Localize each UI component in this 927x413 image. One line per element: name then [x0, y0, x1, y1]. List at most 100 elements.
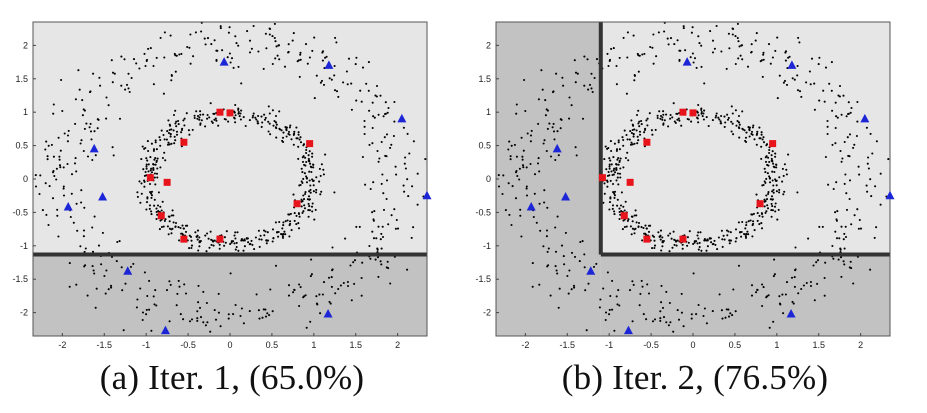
data-point [842, 94, 845, 97]
data-point [607, 64, 610, 68]
data-point [710, 241, 713, 244]
data-point [205, 250, 208, 253]
data-point [766, 207, 770, 210]
data-point [515, 112, 518, 115]
data-point [737, 57, 740, 60]
data-point [208, 246, 211, 249]
data-point [865, 184, 868, 187]
data-point [701, 115, 704, 118]
data-point [850, 267, 853, 270]
data-point [690, 317, 693, 320]
data-point [96, 118, 99, 121]
data-point [755, 193, 758, 196]
data-point [177, 226, 180, 229]
data-point [98, 76, 101, 79]
y-tick-label: 1 [486, 107, 491, 117]
data-point [730, 105, 733, 108]
data-point [371, 142, 374, 145]
square-point [769, 140, 777, 148]
data-point [591, 90, 594, 94]
data-point [843, 182, 846, 185]
data-point [402, 184, 405, 187]
data-point [782, 193, 785, 196]
data-point [564, 231, 567, 234]
data-point [177, 279, 180, 282]
data-point [196, 114, 200, 118]
data-point [159, 166, 162, 169]
data-point [55, 167, 58, 170]
data-point [838, 95, 841, 98]
data-point [627, 218, 630, 221]
data-point [80, 201, 83, 204]
data-point [214, 318, 218, 321]
data-point [318, 167, 321, 170]
data-point [79, 142, 82, 145]
data-point [103, 274, 106, 278]
triangle-point [397, 113, 407, 123]
data-point [406, 132, 409, 135]
data-point [760, 145, 763, 148]
data-point [304, 192, 307, 196]
data-point [169, 283, 172, 286]
data-point [173, 142, 176, 145]
data-point [844, 225, 847, 228]
data-point [380, 182, 383, 185]
data-point [254, 236, 257, 239]
data-point [778, 188, 781, 191]
data-point [624, 200, 627, 203]
data-point [361, 66, 365, 69]
data-point [686, 236, 689, 239]
data-point [631, 320, 634, 323]
data-point [167, 119, 170, 122]
data-point [606, 271, 609, 274]
data-point [152, 167, 155, 170]
data-point [713, 47, 716, 50]
data-point [752, 124, 755, 127]
data-point [615, 179, 618, 182]
data-point [741, 110, 744, 113]
data-point [834, 142, 837, 145]
data-point [739, 54, 742, 57]
data-point [680, 292, 683, 295]
data-point [188, 320, 192, 323]
data-point [555, 269, 558, 272]
data-point [765, 177, 768, 180]
data-point [602, 201, 605, 204]
data-point [217, 311, 220, 314]
data-point [215, 49, 218, 52]
data-point [312, 163, 315, 166]
data-point [243, 245, 246, 248]
data-point [750, 294, 754, 297]
data-point [676, 239, 679, 242]
data-point [602, 287, 605, 290]
panel-iter-1: -2 -1.5 -1 -0.5 0 0.5 1 1.5 2 2 1.5 1 0.5 0 -0.5 -1 -1.5… [12, 21, 432, 397]
data-point [693, 240, 696, 243]
data-point [858, 218, 861, 222]
data-point [605, 168, 608, 171]
data-point [765, 155, 768, 158]
data-point [673, 43, 676, 46]
data-point [518, 167, 521, 170]
data-point [380, 247, 383, 250]
data-point [522, 149, 525, 152]
data-point [229, 242, 232, 246]
data-point [587, 282, 590, 285]
data-point [723, 115, 726, 118]
data-point [618, 207, 621, 210]
data-point [333, 64, 336, 68]
data-point [198, 306, 202, 309]
data-point [566, 274, 569, 278]
data-point [275, 123, 278, 126]
data-point [152, 149, 155, 152]
data-point [772, 320, 775, 323]
data-point [73, 162, 77, 165]
data-point [312, 166, 315, 169]
data-point [661, 240, 664, 243]
data-point [178, 239, 181, 242]
data-point [816, 282, 819, 285]
data-point [538, 202, 541, 205]
data-point [514, 197, 518, 200]
data-point [834, 126, 837, 130]
data-point [635, 214, 638, 217]
data-point [292, 143, 295, 146]
